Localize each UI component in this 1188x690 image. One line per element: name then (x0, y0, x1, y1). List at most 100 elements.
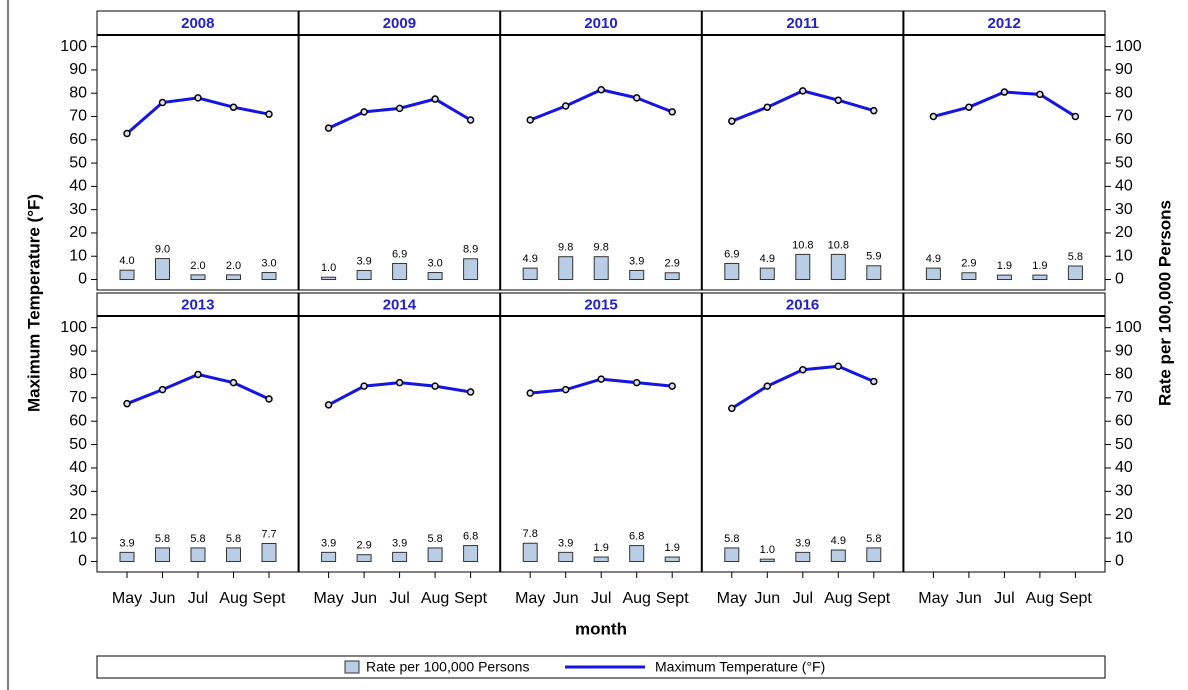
value-label: 5.8 (190, 533, 205, 545)
temperature-point (870, 377, 878, 386)
x-tick-label: Sept (253, 590, 286, 607)
y-tick-label: 100 (60, 319, 87, 336)
bar (664, 272, 680, 281)
y-tick-label: 0 (78, 553, 87, 570)
temperature-point (229, 103, 238, 111)
y-tick-label: 20 (69, 506, 87, 523)
x-axis-label: month (575, 619, 627, 638)
x-tick-label: Sept (857, 590, 890, 607)
y2-tick-label: 10 (1115, 529, 1133, 546)
bar (427, 547, 443, 562)
x-tick-label: May (717, 590, 747, 607)
value-label: 7.7 (261, 528, 276, 540)
bar (522, 542, 538, 562)
bar (226, 274, 241, 281)
value-label: 7.8 (523, 528, 538, 540)
bar (830, 549, 846, 562)
temperature-point (1036, 90, 1044, 99)
temperature-point (431, 382, 439, 390)
bar (830, 253, 846, 281)
temperature-point (668, 382, 676, 390)
bar (558, 256, 574, 281)
x-tick-label: Aug (219, 590, 247, 607)
x-tick-label: Jun (553, 590, 579, 607)
temperature-point (668, 108, 676, 116)
value-label: 2.0 (226, 260, 241, 272)
bar (629, 269, 645, 281)
temperature-point (597, 375, 605, 383)
bar (356, 269, 372, 281)
y2-tick-label: 70 (1115, 108, 1133, 125)
temperature-point (123, 129, 131, 138)
x-tick-label: Jun (150, 590, 176, 607)
temperature-point (265, 395, 273, 403)
y-tick-label: 30 (69, 201, 87, 218)
bar (261, 542, 277, 562)
y2-tick-label: 0 (1115, 553, 1124, 570)
bar (356, 554, 372, 562)
temperature-point (870, 106, 878, 115)
y2-tick-label: 80 (1115, 84, 1133, 101)
bar (1032, 274, 1048, 281)
y-tick-label: 60 (69, 131, 87, 148)
bar (119, 551, 135, 562)
x-tick-label: Aug (824, 590, 852, 607)
temperature-point (728, 404, 736, 413)
value-label: 5.8 (866, 533, 881, 545)
panel-title: 2015 (584, 296, 617, 313)
temperature-point (194, 370, 202, 379)
y2-tick-label: 40 (1115, 459, 1133, 476)
value-label: 9.0 (155, 243, 170, 255)
legend-swatch-bar (344, 660, 360, 674)
value-label: 4.9 (760, 253, 775, 265)
bar (463, 545, 479, 562)
y2-tick-label: 20 (1115, 506, 1133, 523)
bar (522, 267, 538, 281)
x-tick-label: May (112, 590, 142, 607)
temperature-point (763, 103, 772, 111)
temperature-point (265, 110, 273, 118)
x-tick-label: Jun (956, 590, 982, 607)
y-tick-label: 20 (69, 224, 87, 241)
value-label: 1.9 (665, 542, 680, 554)
bar (321, 276, 337, 281)
y2-tick-label: 30 (1115, 201, 1133, 218)
temperature-point (728, 117, 736, 125)
y2-axis-label: Rate per 100,000 Persons (1155, 200, 1174, 406)
bar (593, 556, 609, 562)
panel-title: 2016 (786, 296, 819, 313)
y-tick-label: 90 (69, 61, 87, 78)
value-label: 3.0 (261, 257, 276, 269)
temperature-point (1000, 88, 1009, 96)
x-tick-label: Sept (454, 590, 487, 607)
temperature-point (395, 104, 404, 113)
y2-tick-label: 30 (1115, 483, 1133, 500)
bar (996, 274, 1012, 281)
value-label: 9.8 (558, 242, 573, 254)
temperature-point (799, 366, 807, 374)
value-label: 3.9 (356, 255, 371, 267)
panel-header (298, 10, 501, 36)
temperature-point (561, 102, 570, 110)
temperature-point (597, 85, 605, 94)
value-label: 3.9 (392, 537, 407, 549)
value-label: 6.8 (629, 530, 644, 542)
temperature-point (834, 96, 843, 104)
value-label: 3.9 (119, 537, 134, 549)
temperature-point (158, 385, 167, 394)
y-tick-label: 80 (69, 366, 87, 383)
panel-title: 2013 (181, 296, 214, 313)
value-label: 9.8 (594, 242, 609, 254)
bar (392, 551, 408, 562)
value-label: 8.9 (463, 244, 478, 256)
temperature-point (799, 87, 807, 95)
panel-title: 2012 (988, 15, 1021, 32)
value-label: 10.8 (792, 239, 813, 251)
value-label: 1.0 (321, 262, 336, 274)
y-axis-label: Maximum Temperature (°F) (24, 194, 43, 412)
bar (925, 267, 941, 281)
temperature-point (763, 382, 772, 390)
temperature-point (431, 95, 439, 103)
bar (190, 274, 206, 281)
